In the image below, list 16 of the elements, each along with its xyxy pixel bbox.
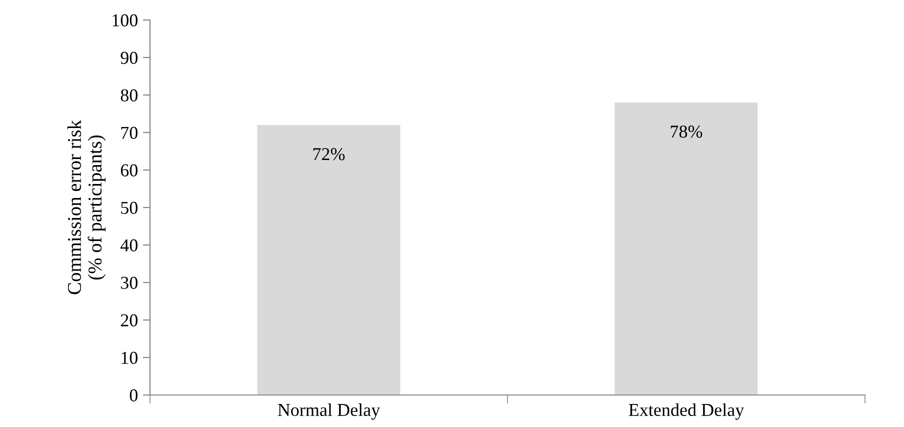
data-label: 72% <box>313 148 345 160</box>
y-tick-label: 80 <box>120 89 138 102</box>
data-label: 78% <box>670 126 702 138</box>
x-tick-label: Normal Delay <box>278 403 380 420</box>
y-tick-label: 50 <box>121 202 138 214</box>
y-tick-label: 70 <box>121 126 138 139</box>
y-tick-label: 20 <box>120 314 138 326</box>
y-tick-label: 0 <box>130 389 138 402</box>
y-tick-label: 30 <box>121 276 138 289</box>
y-axis-title: Commission error risk (% of participants) <box>67 120 106 294</box>
y-tick-label: 60 <box>120 164 138 176</box>
y-tick-label: 100 <box>112 14 138 26</box>
y-tick-label: 40 <box>120 239 138 252</box>
x-tick-label: Extended Delay <box>628 403 744 420</box>
y-tick-label: 90 <box>120 52 138 64</box>
y-tick-label: 10 <box>122 352 138 364</box>
